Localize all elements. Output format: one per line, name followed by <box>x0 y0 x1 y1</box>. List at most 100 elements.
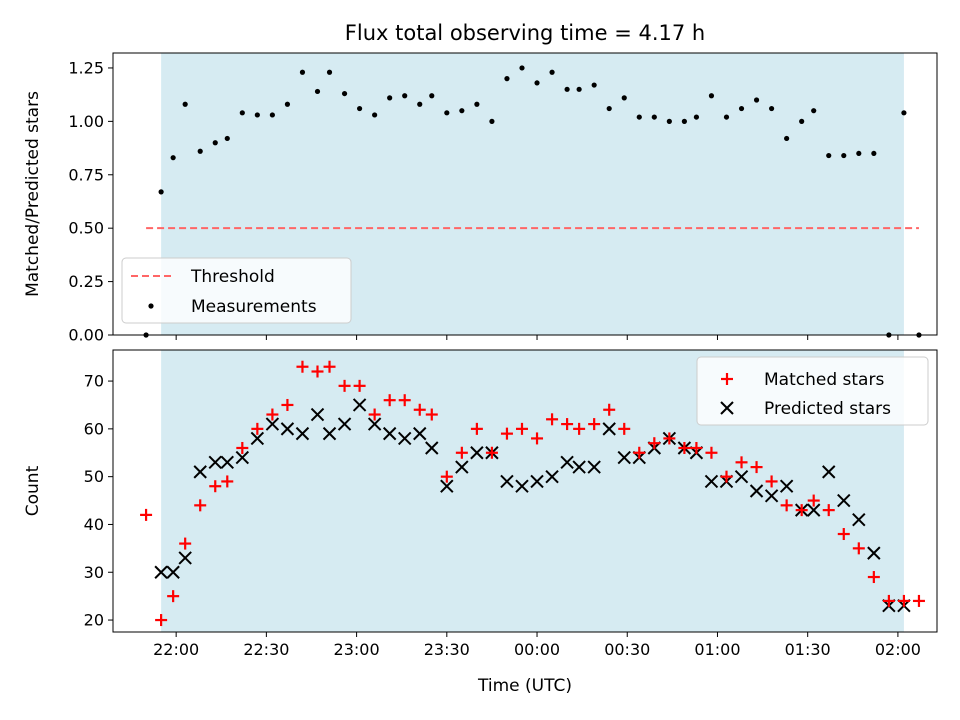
predicted-point-b <box>166 565 180 579</box>
predicted-point <box>806 503 821 517</box>
measurement-point <box>856 150 862 157</box>
matched-point <box>425 408 438 421</box>
predicted-point <box>587 460 601 474</box>
predicted-point <box>398 431 412 446</box>
legend-predicted-label: Predicted stars <box>764 399 891 419</box>
predicted-point <box>235 450 250 465</box>
matched-point <box>155 614 168 627</box>
predicted-point-b <box>440 479 454 493</box>
measurement-point <box>254 112 260 118</box>
predicted-point-b <box>280 422 295 436</box>
measurement-point <box>356 105 363 112</box>
legend-threshold-label: Threshold <box>190 267 275 287</box>
predicted-point-b <box>837 493 851 508</box>
ratio-legend-box <box>121 257 352 324</box>
predicted-point <box>837 493 851 508</box>
x-tick-label: 01:30 <box>785 640 831 659</box>
matched-point <box>500 427 513 440</box>
predicted-point-b <box>734 469 749 484</box>
matched-point <box>588 418 601 431</box>
y-tick-label: 40 <box>84 515 104 534</box>
predicted-point <box>867 546 881 560</box>
matched-point <box>561 418 574 431</box>
measurement-point <box>564 86 570 92</box>
matched-point <box>546 413 559 426</box>
predicted-point-b <box>806 503 821 517</box>
predicted-point <box>193 465 207 479</box>
measurement-point <box>212 140 218 146</box>
predicted-point <box>822 465 836 479</box>
matched-point <box>573 422 586 435</box>
measurement-point <box>170 155 176 161</box>
predicted-point <box>602 422 616 436</box>
matched-point <box>296 360 309 373</box>
predicted-point <box>530 474 544 489</box>
matched-point <box>251 422 264 435</box>
y-tick-label: 60 <box>84 419 104 438</box>
matched-point <box>515 422 528 435</box>
predicted-point-b <box>704 474 719 489</box>
predicted-point <box>166 565 180 579</box>
measurement-point <box>224 135 230 142</box>
predicted-point-b <box>515 479 529 493</box>
matched-point <box>603 403 616 416</box>
predicted-point-b <box>602 422 616 436</box>
y-tick-label: 0.50 <box>68 219 104 238</box>
measurement-point <box>576 86 582 92</box>
predicted-point-b <box>220 455 234 470</box>
predicted-point <box>310 407 325 422</box>
predicted-point-b <box>530 474 544 489</box>
matched-point <box>663 432 676 445</box>
y-tick-label: 50 <box>84 467 104 486</box>
y-tick-label: 1.25 <box>68 58 104 77</box>
predicted-point <box>295 426 310 441</box>
matched-point <box>633 446 646 459</box>
measurement-point <box>429 93 435 99</box>
y-tick-label: 0.25 <box>68 272 104 291</box>
x-tick-label: 02:00 <box>875 640 921 659</box>
matched-point <box>398 394 411 407</box>
predicted-point <box>337 417 352 431</box>
count-predicted-points <box>154 398 911 613</box>
measurement-point <box>299 69 306 75</box>
predicted-point <box>425 441 439 455</box>
predicted-point <box>352 398 367 412</box>
matched-point <box>780 499 793 512</box>
measurement-point <box>681 118 687 124</box>
predicted-point-b <box>178 551 192 565</box>
matched-point <box>678 441 691 454</box>
x-tick-label: 23:30 <box>424 640 470 659</box>
predicted-point-b <box>764 489 779 503</box>
matched-point <box>867 571 880 584</box>
measurement-point <box>549 69 555 75</box>
y-tick-label: 1.00 <box>68 112 104 131</box>
measurement-point <box>444 110 450 116</box>
matched-point <box>455 446 468 459</box>
matched-point <box>221 475 234 488</box>
matched-point <box>470 422 483 435</box>
matched-point <box>383 394 396 407</box>
predicted-point-b <box>295 426 310 441</box>
predicted-point <box>617 450 631 465</box>
measurement-point <box>621 95 627 101</box>
measurement-point <box>239 110 245 116</box>
y-tick-label: 70 <box>84 372 104 391</box>
measurement-point <box>799 118 805 124</box>
predicted-point <box>220 455 234 470</box>
matched-point <box>807 494 820 507</box>
predicted-point-b <box>322 426 337 441</box>
predicted-point-b <box>382 426 397 441</box>
measurement-point <box>402 93 408 99</box>
predicted-point-b <box>587 460 601 474</box>
measurement-point <box>182 101 188 107</box>
predicted-point-b <box>455 460 469 474</box>
predicted-point <box>734 469 749 484</box>
predicted-point <box>265 417 280 431</box>
predicted-point-b <box>822 465 836 479</box>
measurement-point <box>158 189 164 195</box>
predicted-point <box>500 474 514 489</box>
predicted-point-b <box>352 398 367 412</box>
measurement-point <box>753 97 760 103</box>
x-tick-label: 23:00 <box>334 640 380 659</box>
predicted-point-b <box>154 565 168 579</box>
